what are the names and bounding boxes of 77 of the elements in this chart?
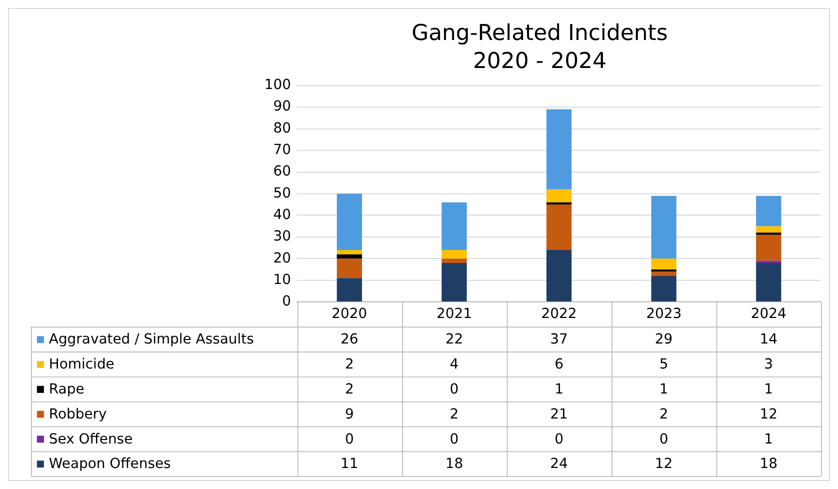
data-label: 11 bbox=[340, 456, 358, 472]
data-label: 24 bbox=[550, 456, 568, 472]
data-label: 2 bbox=[659, 406, 668, 422]
x-tick-label: 2024 bbox=[750, 306, 786, 322]
data-label: 26 bbox=[340, 332, 358, 348]
data-label: 9 bbox=[344, 406, 354, 422]
chart-title: Gang-Related Incidents bbox=[412, 20, 668, 46]
data-label: 0 bbox=[344, 431, 354, 448]
bar bbox=[442, 250, 467, 259]
data-label: 21 bbox=[550, 406, 568, 422]
y-tick-label: 10 bbox=[273, 272, 292, 288]
y-tick-label: 60 bbox=[273, 164, 292, 180]
data-label: 2 bbox=[344, 382, 354, 398]
bar bbox=[651, 258, 676, 270]
x-tick-label: 2020 bbox=[332, 306, 368, 322]
chart-subtitle: 2020 - 2024 bbox=[472, 49, 606, 74]
data-label: 2 bbox=[344, 356, 354, 373]
data-label: 0 bbox=[450, 382, 459, 398]
data-label: 18 bbox=[760, 456, 778, 472]
bar bbox=[442, 258, 467, 263]
y-tick-label: 40 bbox=[273, 207, 292, 223]
y-tick-label: 0 bbox=[282, 294, 292, 310]
data-label: 6 bbox=[554, 356, 564, 373]
data-label: 1 bbox=[554, 382, 564, 398]
bar bbox=[651, 196, 676, 259]
data-label: 5 bbox=[659, 356, 668, 373]
bar bbox=[442, 262, 467, 302]
y-tick-label: 100 bbox=[264, 77, 292, 94]
y-tick-label: 70 bbox=[273, 142, 292, 158]
data-label: 14 bbox=[760, 332, 778, 348]
data-label: 1 bbox=[659, 382, 668, 398]
y-tick-label: 50 bbox=[273, 185, 292, 202]
data-label: 4 bbox=[450, 356, 459, 373]
y-tick-label: 90 bbox=[273, 98, 292, 115]
legend-label: Rape bbox=[48, 382, 84, 398]
bar bbox=[546, 109, 572, 190]
x-tick-label: 2022 bbox=[541, 306, 577, 322]
data-label: 37 bbox=[550, 332, 568, 348]
x-tick-label: 2023 bbox=[646, 306, 682, 322]
bar bbox=[546, 250, 572, 302]
data-label: 12 bbox=[760, 406, 778, 422]
data-label: 18 bbox=[445, 456, 464, 472]
bar bbox=[546, 202, 572, 205]
bar bbox=[336, 194, 362, 250]
data-label: 2 bbox=[450, 406, 459, 422]
bar bbox=[756, 226, 782, 233]
data-label: 3 bbox=[764, 356, 774, 373]
data-label: 1 bbox=[764, 382, 774, 398]
bar bbox=[442, 202, 467, 250]
data-label: 1 bbox=[764, 431, 774, 448]
bar bbox=[546, 204, 572, 250]
x-tick-label: 2021 bbox=[436, 306, 472, 322]
bar bbox=[336, 254, 362, 259]
bar bbox=[756, 196, 782, 226]
legend-label: Homicide bbox=[48, 356, 114, 373]
data-label: 22 bbox=[445, 332, 464, 348]
legend-label: Sex Offense bbox=[48, 431, 133, 448]
bar bbox=[651, 269, 676, 272]
y-tick-label: 80 bbox=[273, 120, 292, 136]
bar bbox=[756, 262, 782, 302]
y-tick-label: 30 bbox=[273, 228, 292, 245]
data-label: 0 bbox=[554, 431, 564, 448]
bar bbox=[651, 272, 676, 276]
bar bbox=[756, 234, 782, 261]
bar bbox=[651, 276, 676, 302]
legend-label: Robbery bbox=[48, 406, 107, 422]
y-tick-label: 20 bbox=[273, 250, 292, 266]
data-label: 29 bbox=[654, 332, 673, 348]
data-label: 0 bbox=[450, 431, 459, 448]
data-label: 0 bbox=[659, 431, 668, 448]
legend-label: Weapon Offenses bbox=[48, 456, 171, 472]
bar bbox=[336, 258, 362, 278]
bar bbox=[336, 278, 362, 302]
data-label: 12 bbox=[654, 456, 673, 472]
bar bbox=[336, 250, 362, 254]
bar bbox=[546, 189, 572, 202]
legend-label: Aggravated / Simple Assaults bbox=[48, 332, 254, 348]
